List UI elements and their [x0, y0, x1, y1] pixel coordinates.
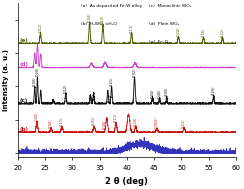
Text: (420): (420) — [212, 86, 216, 95]
Text: (040): (040) — [158, 88, 162, 98]
Text: (a)  As deposited Fe-W alloy: (a) As deposited Fe-W alloy — [81, 4, 142, 8]
Text: (020): (020) — [35, 111, 39, 121]
Text: (004): (004) — [151, 89, 155, 98]
Text: (200): (200) — [90, 93, 94, 103]
Text: (201): (201) — [92, 116, 96, 125]
Text: (b)  H₂WO₄·xH₂O: (b) H₂WO₄·xH₂O — [81, 22, 117, 26]
Text: (321): (321) — [182, 119, 186, 128]
Text: (110): (110) — [101, 15, 105, 24]
Text: (024): (024) — [176, 26, 181, 36]
Y-axis label: Intensity (a. u.): Intensity (a. u.) — [3, 49, 10, 111]
Text: (202): (202) — [132, 67, 137, 77]
Text: (012): (012) — [39, 22, 42, 32]
Text: (b): (b) — [20, 127, 29, 132]
X-axis label: 2 θ (deg): 2 θ (deg) — [105, 177, 148, 186]
Text: (0002): (0002) — [155, 116, 159, 128]
Text: (400): (400) — [165, 87, 169, 96]
Text: (220): (220) — [134, 117, 138, 126]
Text: (c)  Monoclinic WO₃: (c) Monoclinic WO₃ — [149, 4, 191, 8]
Text: (c): (c) — [20, 98, 28, 103]
Text: (113): (113) — [130, 23, 133, 33]
Text: (200): (200) — [49, 118, 53, 128]
Text: (a): (a) — [20, 148, 28, 153]
Text: (020): (020) — [35, 67, 40, 76]
Text: (111): (111) — [60, 117, 64, 126]
Text: (d): (d) — [20, 62, 29, 67]
Text: (e)  Fe₂O₃: (e) Fe₂O₃ — [149, 40, 170, 44]
Text: (112): (112) — [64, 83, 68, 93]
Text: (200): (200) — [103, 119, 107, 129]
Text: (221): (221) — [110, 76, 114, 86]
Text: (711): (711) — [114, 112, 118, 122]
Text: (e): (e) — [20, 38, 28, 43]
Text: (122): (122) — [220, 27, 224, 37]
Text: (104): (104) — [88, 12, 92, 22]
Text: (116): (116) — [202, 27, 205, 37]
Text: (220): (220) — [107, 93, 112, 102]
Text: (200): (200) — [33, 77, 37, 86]
Text: (d)  Plain WO₃: (d) Plain WO₃ — [149, 22, 179, 26]
